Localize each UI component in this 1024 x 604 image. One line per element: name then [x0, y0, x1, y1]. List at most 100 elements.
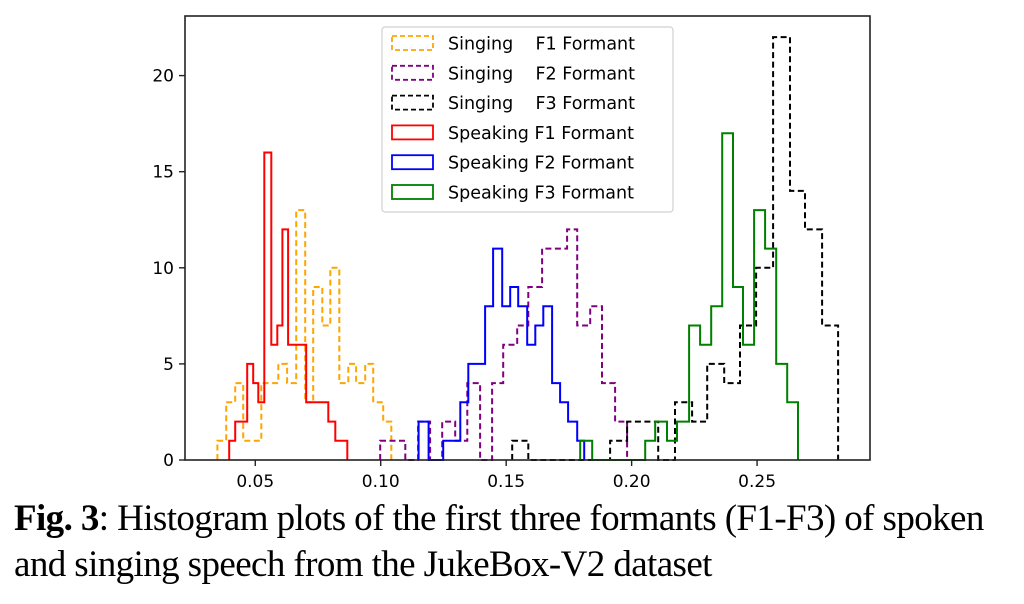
histogram-bin — [733, 287, 743, 460]
histogram-bin — [443, 441, 460, 460]
series-speaking-f2-formant — [417, 247, 586, 461]
histogram-bin — [822, 326, 838, 461]
legend: Singing F1 Formant Singing F2 Formant Sing… — [381, 26, 674, 213]
histogram-bin — [743, 345, 754, 460]
histogram-bin — [217, 441, 226, 460]
histogram-bin — [580, 441, 592, 460]
histogram-bin — [805, 229, 822, 460]
legend-swatch — [391, 35, 434, 51]
histogram-bin — [335, 441, 347, 460]
histogram-bin — [485, 306, 493, 460]
caption-text: : Histogram plots of the first three for… — [14, 498, 984, 585]
histogram-bin — [502, 306, 510, 460]
histogram-bin — [590, 306, 602, 460]
y-tick-label: 0 — [163, 451, 174, 471]
histogram-bin — [667, 441, 677, 460]
histogram-bin — [253, 383, 258, 460]
legend-swatch — [391, 124, 434, 141]
legend-label: Speaking F3 Formant — [448, 184, 634, 204]
legend-label: Singing F1 Formant — [448, 35, 635, 55]
series-outline — [228, 151, 349, 460]
histogram-bin — [754, 210, 765, 460]
y-tick-label: 15 — [152, 163, 174, 183]
plot-frame — [184, 15, 871, 461]
series-outline — [216, 209, 393, 460]
series-speaking-f3-formant — [579, 132, 799, 461]
series-singing-f2-formant — [379, 228, 629, 461]
histogram-bin — [306, 402, 328, 460]
histogram-bin — [460, 402, 468, 460]
histogram-bin — [258, 402, 264, 460]
legend-item: Singing F3 Formant — [391, 94, 635, 114]
histogram-bin — [356, 383, 365, 460]
legend-label: Singing F2 Formant — [448, 64, 635, 84]
histogram-bin — [765, 249, 776, 460]
caption-label: Fig. 3 — [14, 498, 99, 539]
histogram-bin — [348, 364, 356, 460]
histogram-bin — [493, 249, 502, 460]
histogram-bin — [229, 441, 235, 460]
series-outline — [511, 36, 840, 461]
series-singing-f3-formant — [511, 36, 840, 461]
histogram-bin — [288, 345, 306, 460]
y-tick-label: 20 — [152, 67, 174, 87]
histogram-bin — [552, 383, 560, 460]
histogram-bin — [543, 306, 552, 460]
x-tick-label: 0.10 — [362, 472, 400, 490]
histogram-bin — [560, 402, 568, 460]
series-singing-f1-formant — [216, 209, 393, 460]
histogram-chart: 0.05 0.10 0.15 0.20 0.25 0 5 10 15 20 Singing F1… — [152, 15, 871, 490]
legend-label: Speaking F1 Formant — [448, 124, 634, 144]
histogram-bin — [655, 422, 667, 460]
histogram-bin — [677, 422, 689, 460]
legend-swatch — [391, 184, 434, 200]
x-tick-label: 0.25 — [738, 472, 776, 490]
x-tick-label: 0.20 — [613, 472, 651, 490]
legend-box — [381, 26, 674, 213]
histogram-bin — [277, 326, 282, 461]
histogram-bin — [776, 364, 787, 460]
y-axis: 0 5 10 15 20 — [152, 67, 185, 471]
histogram-bin — [568, 422, 577, 460]
histogram-bin — [610, 441, 627, 460]
legend-item: Speaking F1 Formant — [391, 124, 634, 144]
histogram-bin — [535, 326, 543, 461]
series-outline — [579, 132, 799, 461]
series-speaking-f1-formant — [228, 151, 349, 461]
legend-item: Singing F2 Formant — [391, 64, 635, 84]
figure-caption: Fig. 3: Histogram plots of the first thr… — [14, 496, 1018, 588]
histogram-bin — [271, 345, 277, 460]
y-tick-label: 10 — [152, 259, 174, 279]
histogram-bin — [527, 345, 535, 460]
histogram-bin — [711, 306, 722, 460]
legend-swatch — [391, 64, 434, 81]
x-axis: 0.05 0.10 0.15 0.20 0.25 — [236, 460, 776, 490]
histogram-bin — [282, 229, 288, 460]
histogram-bin — [235, 422, 247, 460]
histogram-bin — [328, 422, 335, 460]
legend-swatch — [391, 94, 434, 111]
legend-item: Singing F1 Formant — [391, 35, 635, 55]
histogram-bin — [700, 345, 711, 460]
histogram-bin — [419, 422, 429, 460]
histogram-bin — [264, 153, 271, 461]
series-outline — [379, 228, 629, 461]
histogram-bin — [510, 287, 518, 460]
histogram-bin — [645, 441, 655, 460]
histogram-bin — [787, 402, 798, 460]
x-tick-label: 0.05 — [236, 472, 274, 490]
histogram-bin — [365, 364, 373, 460]
histogram-bin — [468, 364, 485, 460]
legend-label: Singing F3 Formant — [448, 94, 635, 114]
histogram-bin — [247, 364, 253, 460]
histogram-series-layer — [216, 36, 840, 461]
series-outline — [417, 247, 586, 461]
histogram-bin — [380, 441, 405, 460]
legend-label: Speaking F2 Formant — [448, 154, 634, 174]
histogram-bin — [722, 133, 733, 460]
legend-swatch — [391, 154, 434, 171]
y-tick-label: 5 — [163, 355, 174, 375]
legend-item: Speaking F2 Formant — [391, 154, 634, 174]
histogram-bin — [689, 326, 700, 461]
histogram-bin — [518, 306, 527, 460]
